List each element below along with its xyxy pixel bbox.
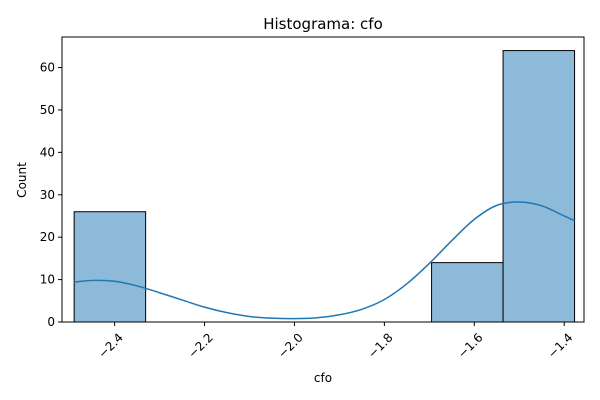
bars-group (73, 50, 576, 323)
x-tick-label-5: −1.4 (545, 330, 576, 361)
y-axis-label: Count (15, 162, 29, 198)
histogram-bar-6 (502, 50, 576, 323)
histogram-bar-5 (431, 262, 504, 323)
x-tick-label-3: −1.8 (365, 330, 396, 361)
y-axis-ticks: 0 10 20 30 40 50 60 (40, 61, 62, 329)
histogram-bar-0 (73, 211, 147, 323)
y-tick-label-0: 0 (47, 315, 55, 329)
y-tick-label-6: 60 (40, 61, 55, 75)
x-axis-ticks: −2.4 −2.2 −2.0 −1.8 −1.6 −1.4 (95, 322, 576, 361)
x-tick-label-2: −2.0 (275, 330, 306, 361)
x-tick-label-0: −2.4 (95, 330, 126, 361)
axes-frame (61, 36, 585, 323)
y-tick-label-5: 50 (40, 103, 55, 117)
y-tick-label-1: 10 (40, 273, 55, 287)
y-tick-label-4: 40 (40, 145, 55, 159)
y-tick-label-2: 20 (40, 230, 55, 244)
chart-title: Histograma: cfo (263, 15, 383, 33)
kde-curve (74, 201, 575, 320)
y-tick-label-3: 30 (40, 188, 55, 202)
plot-frame (61, 36, 585, 323)
x-axis-label: cfo (314, 371, 332, 385)
x-tick-label-4: −1.6 (455, 330, 486, 361)
x-tick-label-1: −2.2 (185, 330, 216, 361)
